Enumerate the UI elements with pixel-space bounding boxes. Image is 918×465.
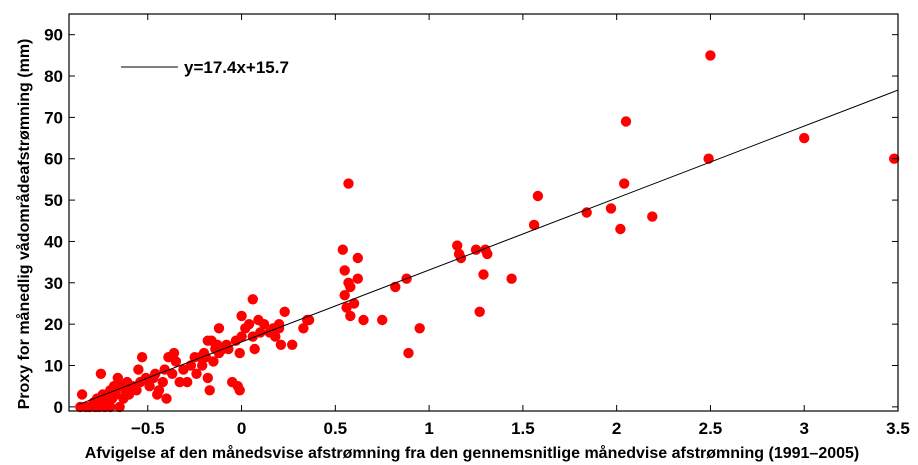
data-point-83	[270, 331, 281, 342]
data-point-79	[255, 327, 266, 338]
data-point-19	[112, 372, 124, 384]
data-point-112	[470, 244, 482, 255]
x-tick-label: −0.5	[131, 419, 165, 438]
data-point-92	[337, 244, 348, 255]
trendline-layer	[78, 89, 899, 406]
y-tick-label: 70	[44, 108, 63, 127]
x-axis-label: Afvigelse af den månedsvise afstrømning …	[85, 444, 859, 462]
data-point-39	[161, 393, 172, 404]
data-point-123	[619, 178, 630, 189]
data-point-15	[105, 401, 116, 413]
data-point-87	[279, 306, 290, 317]
data-point-102	[352, 252, 363, 264]
data-point-104	[377, 314, 388, 326]
data-point-72	[236, 310, 247, 322]
x-tick-label: 3.5	[886, 419, 910, 438]
data-point-71	[236, 331, 247, 342]
data-point-51	[197, 360, 208, 371]
data-point-41	[167, 368, 178, 379]
data-points	[75, 50, 900, 413]
data-point-125	[647, 211, 658, 222]
data-point-20	[114, 401, 125, 413]
data-point-100	[348, 298, 360, 309]
data-point-1	[76, 389, 88, 400]
data-point-93	[339, 290, 350, 301]
y-tick-label: 0	[54, 398, 63, 417]
data-point-108	[414, 323, 425, 334]
data-point-74	[243, 319, 255, 330]
trendline	[78, 89, 899, 406]
x-tick-label: 0.5	[324, 419, 348, 438]
x-tick-label: 3	[799, 419, 808, 438]
data-point-36	[153, 385, 165, 396]
y-tick-label: 50	[44, 191, 63, 210]
data-point-127	[705, 50, 716, 61]
data-point-109	[452, 240, 463, 251]
data-point-120	[581, 207, 592, 218]
axes	[68, 13, 899, 412]
data-point-98	[345, 310, 356, 322]
x-tick-label: 1	[424, 419, 433, 438]
data-point-69	[234, 385, 245, 396]
data-point-118	[528, 219, 540, 231]
x-tick-label: 1.5	[511, 419, 535, 438]
y-tick-label: 10	[44, 357, 63, 376]
data-point-32	[144, 381, 155, 392]
data-point-80	[258, 319, 270, 330]
data-point-44	[174, 376, 185, 388]
data-point-97	[343, 178, 354, 189]
data-point-122	[615, 223, 626, 235]
data-point-88	[287, 339, 298, 350]
data-point-61	[213, 323, 225, 334]
data-point-89	[298, 323, 309, 334]
data-point-117	[506, 273, 517, 284]
data-point-58	[208, 356, 219, 367]
x-tick-label: 0	[237, 419, 246, 438]
data-point-77	[249, 343, 260, 355]
tick-labels: −0.5 0 0.5 1 1.5 2 2.5 3 3.5 0 10 20 30 40 50 60 70 80 90	[44, 26, 910, 438]
data-point-113	[474, 306, 485, 317]
data-point-17	[108, 381, 120, 392]
legend-label: y=17.4x+15.7	[184, 58, 289, 77]
legend: y=17.4x+15.7	[121, 58, 289, 77]
data-point-31	[140, 372, 152, 384]
data-point-56	[202, 372, 213, 384]
data-point-43	[170, 356, 182, 367]
data-point-116	[482, 248, 493, 260]
data-point-94	[339, 265, 350, 276]
data-point-27	[131, 385, 142, 396]
data-point-99	[345, 281, 356, 293]
data-point-119	[532, 190, 544, 202]
data-point-128	[799, 132, 810, 144]
data-point-114	[478, 269, 489, 280]
y-tick-label: 40	[44, 232, 63, 251]
y-tick-label: 20	[44, 315, 63, 334]
y-tick-label: 80	[44, 67, 63, 86]
data-point-107	[403, 347, 414, 359]
y-tick-label: 30	[44, 274, 63, 293]
data-point-46	[182, 376, 193, 388]
data-point-28	[133, 364, 144, 375]
data-point-49	[191, 368, 202, 379]
data-point-30	[136, 352, 148, 363]
data-point-101	[352, 273, 363, 284]
y-tick-label: 60	[44, 150, 63, 169]
data-point-8	[95, 368, 107, 379]
data-point-42	[168, 347, 180, 359]
y-axis-label: Proxy for månedlig vådområdeafstrømning …	[15, 39, 33, 410]
data-point-86	[275, 339, 287, 350]
data-point-37	[157, 376, 168, 388]
data-point-103	[358, 314, 369, 326]
data-point-75	[247, 294, 258, 305]
data-point-121	[605, 203, 617, 214]
axes-box	[68, 13, 899, 412]
y-tick-label: 90	[44, 26, 63, 45]
data-point-55	[204, 385, 215, 396]
x-tick-label: 2.5	[699, 419, 723, 438]
data-point-124	[620, 116, 632, 127]
x-tick-label: 2	[612, 419, 621, 438]
data-point-70	[234, 347, 245, 359]
